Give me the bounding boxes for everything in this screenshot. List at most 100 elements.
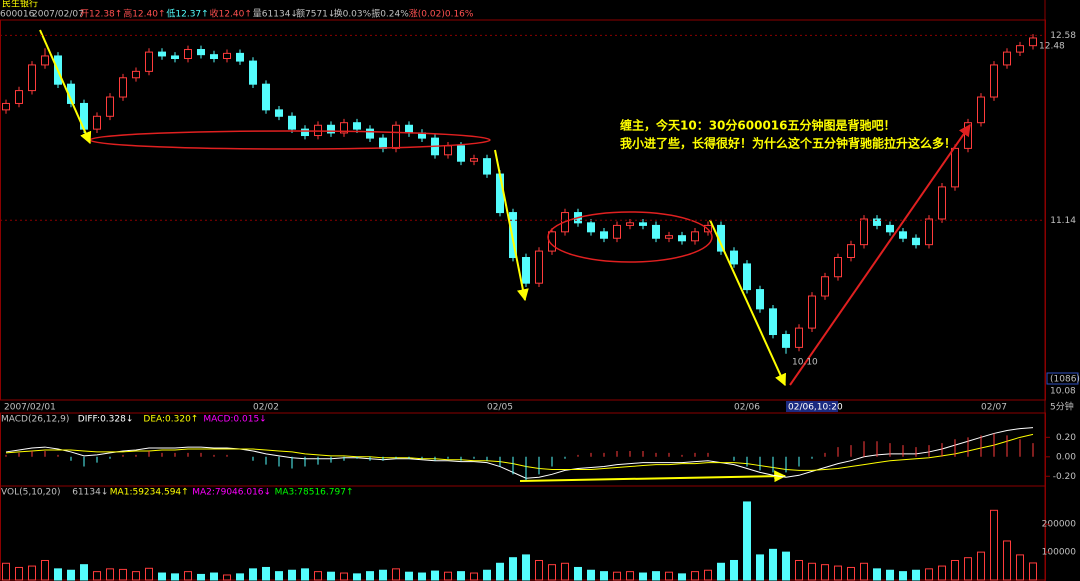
candle-body <box>392 124 400 149</box>
volume-bar <box>613 571 621 581</box>
candle-body <box>1016 45 1024 53</box>
low-label: 10.10 <box>792 357 818 367</box>
volume-bar <box>678 573 686 581</box>
arrow <box>519 470 787 483</box>
volume-bar <box>756 554 764 581</box>
candle-body <box>639 222 647 226</box>
volume-bar <box>912 569 920 581</box>
candle-body <box>886 224 894 233</box>
volume-bar <box>821 564 829 581</box>
volume-bar <box>41 559 49 581</box>
volume-bar <box>340 572 348 581</box>
candle-body <box>2 102 10 111</box>
cursor-label: 02/06,10:20 <box>788 403 843 413</box>
volume-bar <box>795 559 803 581</box>
volume-bar <box>314 571 322 581</box>
volume-bar <box>626 571 634 581</box>
candle-body <box>41 55 49 66</box>
volume-bar <box>535 559 543 581</box>
volume-bar <box>587 569 595 581</box>
volume-bar <box>1029 562 1037 581</box>
volume-bar <box>418 572 426 581</box>
candle-body <box>93 115 101 130</box>
panel-title: MACD(26,12,9) <box>1 415 69 425</box>
note-line: 缠主，今天10：30分600016五分钟图是背驰吧！ <box>620 118 896 133</box>
candle-body <box>990 64 998 98</box>
candle-body <box>15 90 23 104</box>
axis-box <box>1046 372 1079 385</box>
volume-bar <box>392 568 400 581</box>
candle-body <box>184 49 192 60</box>
volume-bar <box>691 571 699 581</box>
volume-bar <box>847 566 855 581</box>
volume-bar <box>951 559 959 581</box>
x-tick-label: 02/06 <box>734 403 760 413</box>
volume-bar <box>899 571 907 581</box>
header-field: 额7571↓ <box>296 8 335 20</box>
candle-body <box>795 327 803 348</box>
volume-bar <box>288 569 296 581</box>
volume-bar <box>236 573 244 581</box>
candle-body <box>301 128 309 137</box>
volume-bar <box>743 501 751 581</box>
candle-body <box>171 55 179 60</box>
volume-bar <box>717 562 725 581</box>
volume-bar <box>93 571 101 581</box>
candle-body <box>132 70 140 79</box>
cursor-label-box <box>786 401 838 412</box>
x-tick-label: 02/07 <box>981 403 1007 413</box>
candle-body <box>977 96 985 124</box>
volume-bar <box>184 571 192 581</box>
volume-bar <box>483 569 491 581</box>
candle-body <box>808 295 816 329</box>
y-tick-label: 11.14 <box>1050 216 1076 226</box>
candle-body <box>782 334 790 348</box>
volume-bar <box>210 572 218 581</box>
header-field: 高12.40↑ <box>123 8 165 20</box>
volume-bar <box>431 570 439 581</box>
candle-body <box>847 244 855 258</box>
candle-body <box>405 124 413 134</box>
candle-body <box>522 257 530 284</box>
header-field: 振0.24% <box>371 8 409 20</box>
volume-bar <box>67 569 75 581</box>
candle-body <box>834 257 842 278</box>
volume-bar <box>522 554 530 581</box>
candle-body <box>340 122 348 134</box>
volume-bar <box>158 572 166 581</box>
candle-body <box>197 49 205 56</box>
candle-body <box>1003 51 1011 66</box>
y-tick-label: 12.58 <box>1050 31 1076 41</box>
volume-bar <box>925 568 933 581</box>
volume-bar <box>379 569 387 581</box>
y-tick-label: 100000 <box>1042 548 1077 558</box>
volume-bar <box>119 568 127 581</box>
candle-body <box>236 52 244 62</box>
volume-bar <box>769 548 777 581</box>
candle-body <box>119 77 127 98</box>
candle-body <box>1029 37 1037 47</box>
header-field: 收12.40↑ <box>210 8 252 20</box>
volume-bar <box>704 569 712 581</box>
volume-bar <box>15 566 23 581</box>
axis-box-label: 10.08 <box>1050 387 1076 397</box>
candle-body <box>262 83 270 111</box>
volume-bar <box>275 571 283 581</box>
y-tick-label: 0.20 <box>1056 433 1076 443</box>
volume-bar <box>171 573 179 581</box>
candle-body <box>288 115 296 130</box>
candle-body <box>223 52 231 60</box>
note-line: 我小进了些，长得很好！为什么这个五分钟背驰能拉升这么多！ <box>620 136 956 151</box>
candle-body <box>860 218 868 246</box>
volume-bar <box>145 567 153 581</box>
y-tick-label: 200000 <box>1042 520 1077 530</box>
volume-bar <box>509 557 517 581</box>
volume-bar <box>886 569 894 581</box>
candle-body <box>912 237 920 246</box>
x-tick-label: 02/05 <box>487 403 513 413</box>
volume-bar <box>561 562 569 581</box>
panel-title: MA3:78516.797↑ <box>275 488 354 498</box>
panel-title: DEA:0.320↑ <box>143 415 198 425</box>
stock-name: 民生银行 <box>2 0 38 10</box>
